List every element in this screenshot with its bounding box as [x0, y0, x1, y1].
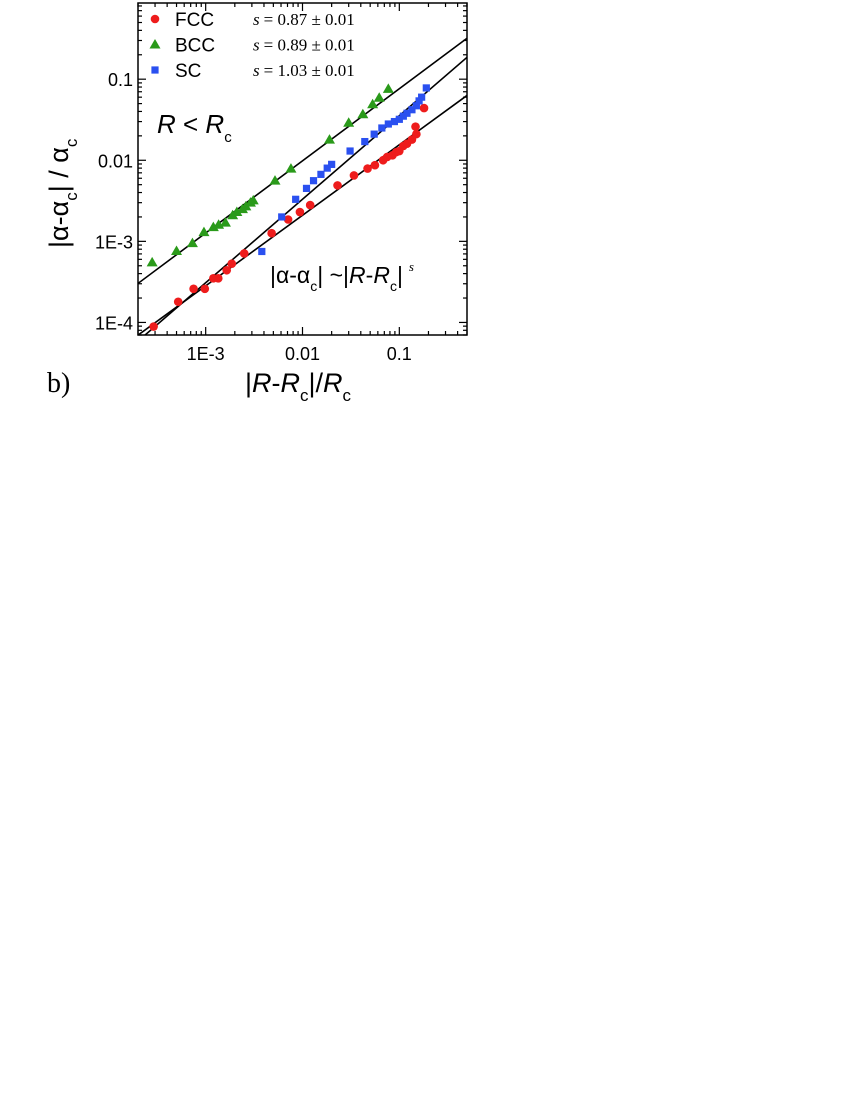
legend-label-bcc: BCC — [175, 36, 215, 57]
data-point-sc — [408, 106, 416, 114]
data-point-fcc — [283, 215, 293, 224]
data-points — [146, 83, 430, 331]
data-point-bcc — [269, 175, 281, 185]
data-point-bcc — [231, 206, 243, 217]
legend-marker-fcc — [150, 14, 160, 24]
data-point-sc — [317, 170, 325, 178]
data-point-fcc — [419, 103, 429, 113]
condition-annotation: R < Rc — [157, 109, 232, 146]
legend-fit-bcc: s = 0.89 ± 0.01 — [253, 36, 355, 55]
data-point-bcc — [219, 217, 231, 227]
data-point-bcc — [171, 245, 183, 256]
data-point-fcc — [333, 181, 342, 190]
data-point-sc — [422, 84, 430, 92]
y-tick-label: 0.1 — [108, 70, 133, 90]
data-point-fcc — [189, 284, 198, 294]
legend-marker-sc — [151, 66, 159, 74]
data-point-sc — [346, 147, 354, 155]
y-axis-label: |α-αc| / αc — [44, 138, 81, 248]
data-point-fcc — [295, 207, 305, 217]
data-point-fcc — [227, 259, 237, 269]
data-point-sc — [278, 213, 286, 221]
data-point-bcc — [373, 92, 385, 102]
data-point-sc — [390, 117, 399, 126]
data-point-sc — [418, 93, 426, 101]
data-point-bcc — [146, 256, 158, 267]
data-point-sc — [361, 137, 369, 146]
data-point-fcc — [267, 228, 276, 238]
data-point-fcc — [370, 160, 380, 170]
data-point-sc — [415, 97, 423, 105]
fit-line-bcc — [138, 37, 467, 285]
data-point-fcc — [200, 284, 210, 294]
data-point-bcc — [343, 117, 355, 127]
x-tick-label: 0.01 — [285, 344, 320, 364]
data-point-bcc — [198, 226, 210, 237]
data-point-fcc — [213, 274, 223, 283]
legend-label-sc: SC — [175, 61, 201, 82]
slope-value: = 1.03 ± 0.01 — [264, 61, 355, 80]
data-point-bcc — [247, 194, 259, 205]
legend-fit-sc: s = 1.03 ± 0.01 — [253, 61, 355, 80]
data-point-bcc — [285, 163, 297, 173]
slope-symbol: s — [253, 61, 260, 80]
data-point-fcc — [222, 265, 232, 275]
y-tick-label: 0.01 — [98, 151, 133, 171]
data-point-bcc — [357, 108, 369, 119]
slope-symbol: s — [253, 36, 260, 55]
data-point-sc — [328, 160, 336, 168]
x-tick-label: 0.1 — [387, 344, 412, 364]
legend-marker-bcc — [149, 39, 161, 49]
data-point-fcc — [349, 171, 359, 180]
data-point-fcc — [239, 249, 249, 258]
legend-label-fcc: FCC — [175, 10, 214, 31]
y-tick-label: 1E-3 — [95, 232, 133, 252]
data-point-sc — [309, 177, 318, 185]
data-point-fcc — [411, 122, 420, 131]
data-point-sc — [302, 184, 311, 192]
legend-fit-fcc: s = 0.87 ± 0.01 — [253, 10, 355, 29]
x-tick-label: 1E-3 — [187, 344, 225, 364]
data-point-bcc — [186, 237, 198, 248]
power-law-annotation: |α-αc| ~|R-Rc| s — [270, 259, 414, 294]
data-point-fcc — [173, 297, 183, 307]
data-point-sc — [378, 124, 386, 132]
slope-value: = 0.89 ± 0.01 — [264, 36, 355, 55]
data-point-bcc — [382, 83, 394, 93]
fit-line-sc — [143, 56, 467, 335]
data-point-sc — [258, 247, 266, 256]
data-point-fcc — [412, 129, 421, 139]
data-point-sc — [384, 120, 392, 128]
panel-label: b) — [47, 368, 70, 399]
data-point-sc — [412, 102, 420, 110]
data-point-bcc — [367, 98, 379, 109]
data-point-sc — [370, 130, 378, 138]
data-point-sc — [399, 112, 407, 120]
slope-value: = 0.87 ± 0.01 — [264, 10, 355, 29]
slope-symbol: s — [253, 10, 260, 29]
data-point-sc — [395, 115, 403, 123]
x-axis-label: |R-Rc|/Rc — [245, 368, 352, 405]
data-point-fcc — [305, 200, 315, 210]
y-tick-label: 1E-4 — [95, 313, 133, 333]
data-point-sc — [292, 195, 300, 203]
data-point-fcc — [149, 322, 158, 331]
data-point-sc — [403, 109, 411, 117]
data-point-bcc — [323, 134, 335, 144]
plot-frame — [137, 2, 468, 336]
tick-labels: 1E-3 0.01 0.1 1E-4 1E-3 0.01 0.1 — [95, 70, 412, 364]
data-point-sc — [323, 164, 331, 172]
data-point-fcc — [363, 164, 372, 173]
